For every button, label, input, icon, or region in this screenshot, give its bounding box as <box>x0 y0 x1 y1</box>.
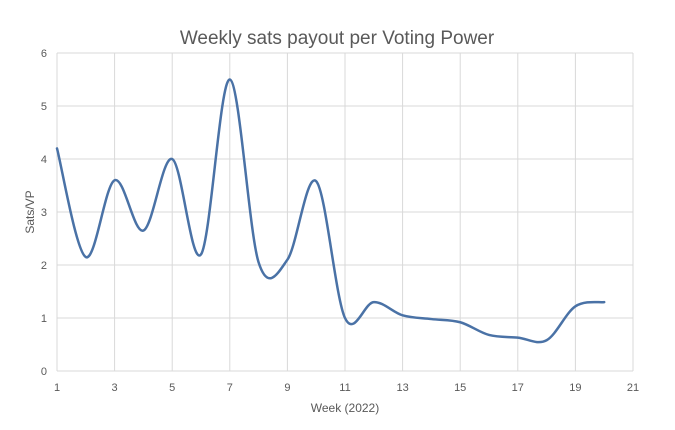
y-axis-title: Sats/VP <box>23 190 37 233</box>
x-tick-label: 5 <box>169 382 175 394</box>
y-tick-label: 3 <box>41 207 47 219</box>
x-tick-label: 19 <box>569 382 581 394</box>
x-tick-label: 11 <box>339 382 350 394</box>
y-tick-label: 5 <box>41 101 47 113</box>
y-tick-label: 6 <box>41 48 47 60</box>
x-tick-label: 9 <box>284 382 290 394</box>
x-tick-label: 1 <box>54 382 60 394</box>
x-axis-title: Week (2022) <box>311 401 379 415</box>
x-tick-label: 21 <box>627 382 639 394</box>
series-layer <box>55 78 606 344</box>
chart-title: Weekly sats payout per Voting Power <box>180 28 495 49</box>
x-tick-label: 13 <box>396 382 408 394</box>
y-tick-label: 4 <box>41 154 47 166</box>
y-tick-label: 2 <box>41 260 47 272</box>
x-tick-label: 3 <box>112 382 118 394</box>
gridlines <box>56 52 634 372</box>
y-tick-label: 0 <box>41 366 47 378</box>
x-tick-label: 7 <box>227 382 233 394</box>
x-tick-label: 17 <box>512 382 524 394</box>
x-tick-label: 15 <box>454 382 466 394</box>
series-line <box>55 78 606 344</box>
y-tick-label: 1 <box>41 313 47 325</box>
